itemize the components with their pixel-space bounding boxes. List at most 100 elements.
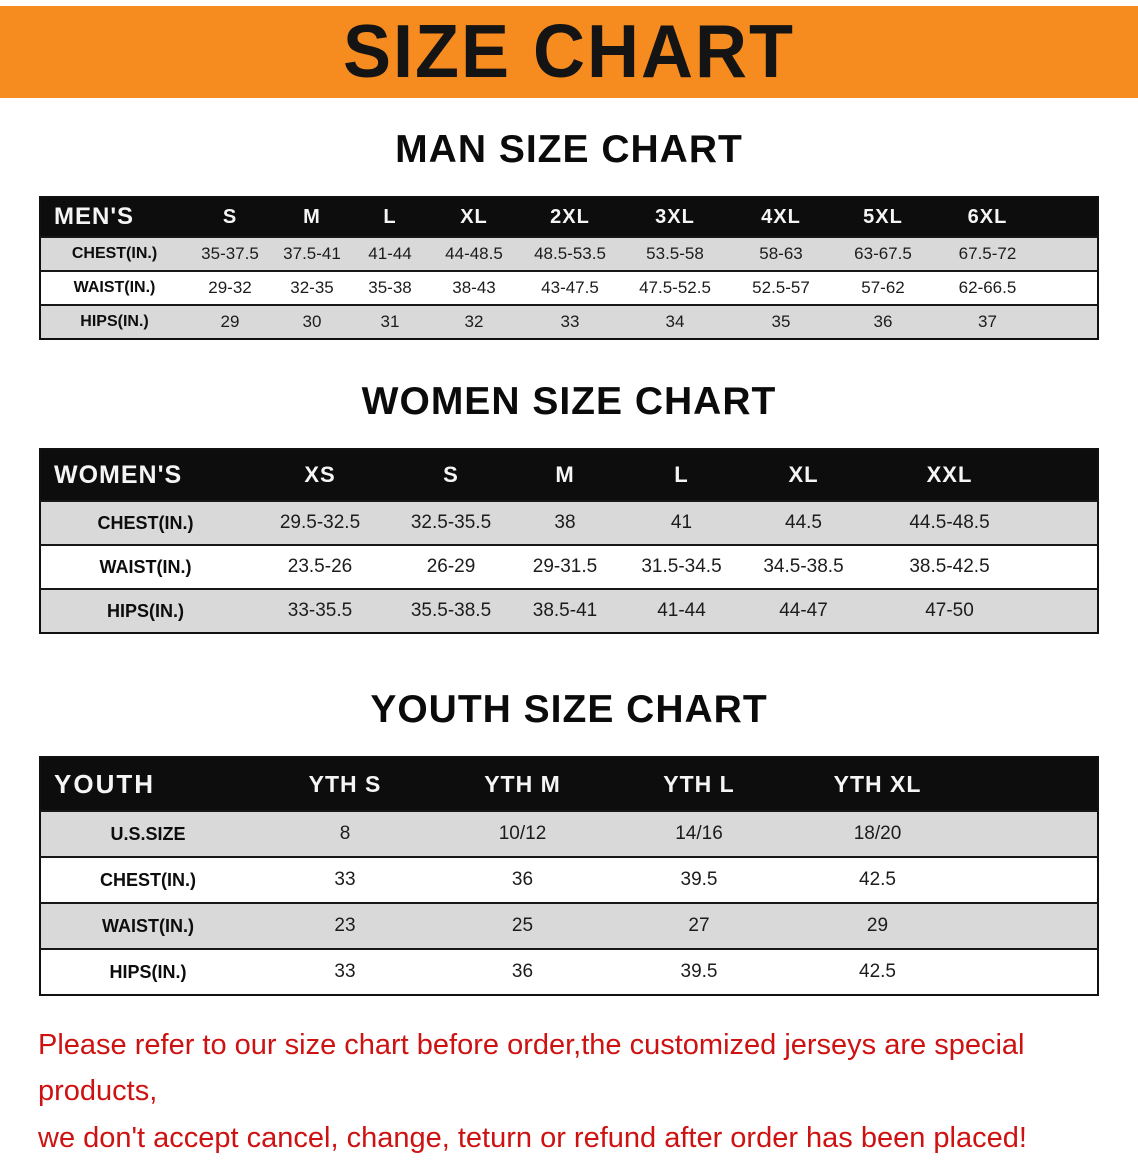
section-women: WOMEN SIZE CHART WOMEN'S XS S M L XL XXL CHEST(… <box>0 380 1138 634</box>
size-value: 47.5-52.5 <box>639 278 711 297</box>
women-size-table: WOMEN'S XS S M L XL XXL CHEST(IN.) 29.5-32.5 32.5… <box>39 448 1099 634</box>
measurement-row: WAIST(IN.) 29-32 32-35 35-38 38-43 43-47.5 47.… <box>40 271 1098 305</box>
size-value: 41 <box>670 512 693 533</box>
women-section-heading: WOMEN SIZE CHART <box>361 380 777 423</box>
size-value: 32.5-35.5 <box>410 512 492 533</box>
size-value: 30 <box>302 312 322 331</box>
row-label: CHEST(IN.) <box>100 869 196 890</box>
youth-section-heading: YOUTH SIZE CHART <box>370 688 768 731</box>
size-value: 35-37.5 <box>201 244 259 263</box>
section-youth: YOUTH SIZE CHART YOUTH YTH S YTH M YTH L YTH… <box>0 688 1138 996</box>
size-value: 25 <box>511 915 534 936</box>
size-value: 57-62 <box>861 278 905 297</box>
size-column-header: 2XL <box>550 205 590 228</box>
size-column-header: YTH L <box>663 770 735 797</box>
size-column-header: S <box>443 462 459 487</box>
table-title-cell: MEN'S <box>54 203 135 230</box>
size-value: 33 <box>334 961 356 982</box>
size-value: 14/16 <box>675 823 723 844</box>
size-column-header: YTH M <box>484 770 561 797</box>
size-value: 39.5 <box>680 869 718 890</box>
row-label: HIPS(IN.) <box>106 600 184 621</box>
size-column-header: S <box>222 205 238 228</box>
size-value: 39.5 <box>680 961 718 982</box>
size-value: 35 <box>771 312 791 331</box>
size-value: 35.5-38.5 <box>410 600 492 621</box>
measurement-row: HIPS(IN.) 33 36 39.5 42.5 <box>40 949 1098 995</box>
size-value: 37 <box>978 312 997 331</box>
size-column-header: YTH S <box>308 770 382 797</box>
size-value: 23 <box>334 915 356 936</box>
row-label: HIPS(IN.) <box>80 313 149 330</box>
size-column-header: XXL <box>926 462 973 487</box>
measurement-row: CHEST(IN.) 29.5-32.5 32.5-35.5 38 41 44.5 44.5… <box>40 501 1098 545</box>
size-value: 44.5 <box>785 512 822 533</box>
size-value: 42.5 <box>859 961 896 982</box>
page-title: SIZE CHART <box>343 10 795 94</box>
size-column-header: L <box>674 462 689 487</box>
size-value: 33-35.5 <box>287 600 353 621</box>
size-value: 41-44 <box>368 244 412 263</box>
measurement-row: CHEST(IN.) 33 36 39.5 42.5 <box>40 857 1098 903</box>
size-value: 31 <box>380 312 400 331</box>
men-size-table: MEN'S S M L XL 2XL 3XL 4XL 5XL 6XL CHEST(IN.) 35-37… <box>39 196 1099 340</box>
row-label: WAIST(IN.) <box>102 915 194 936</box>
size-value: 67.5-72 <box>958 244 1017 263</box>
table-header-row: MEN'S S M L XL 2XL 3XL 4XL 5XL 6XL <box>40 197 1098 237</box>
size-value: 48.5-53.5 <box>534 244 606 263</box>
size-value: 29 <box>866 915 889 936</box>
size-column-header: 3XL <box>655 205 695 228</box>
size-value: 34.5-38.5 <box>763 556 844 577</box>
size-value: 27 <box>688 915 710 936</box>
size-column-header: 5XL <box>863 205 903 228</box>
size-column-header: L <box>383 205 397 228</box>
size-value: 44-47 <box>779 600 828 621</box>
size-value: 32-35 <box>290 278 334 297</box>
size-value: 52.5-57 <box>752 278 810 297</box>
size-value: 18/20 <box>853 823 902 844</box>
size-value: 38 <box>554 512 576 533</box>
size-value: 29.5-32.5 <box>279 512 361 533</box>
size-column-header: YTH XL <box>833 770 922 797</box>
section-men: MAN SIZE CHART MEN'S S M L XL 2XL 3XL 4XL 5XL 6XL… <box>0 128 1138 340</box>
disclaimer-line-2: we don't accept cancel, change, teturn o… <box>38 1121 1027 1154</box>
size-value: 63-67.5 <box>854 244 912 263</box>
size-value: 36 <box>511 869 534 890</box>
row-label: HIPS(IN.) <box>109 961 187 982</box>
size-column-header: 6XL <box>967 205 1008 228</box>
size-value: 23.5-26 <box>287 556 353 577</box>
size-value: 31.5-34.5 <box>641 556 722 577</box>
size-value: 37.5-41 <box>283 244 341 263</box>
disclaimer-note: Please refer to our size chart before or… <box>38 1022 1104 1161</box>
size-value: 41-44 <box>657 600 706 621</box>
size-value: 29 <box>220 312 240 331</box>
size-value: 10/12 <box>498 823 547 844</box>
size-value: 38-43 <box>452 278 496 297</box>
measurement-row: HIPS(IN.) 29 30 31 32 33 34 35 36 37 <box>40 305 1098 339</box>
table-header-row: YOUTH YTH S YTH M YTH L YTH XL <box>40 757 1098 811</box>
size-value: 36 <box>873 312 893 331</box>
table-title-cell: WOMEN'S <box>54 460 183 489</box>
size-value: 53.5-58 <box>646 244 704 263</box>
size-value: 33 <box>334 869 356 890</box>
size-value: 38.5-41 <box>532 600 598 621</box>
row-label: CHEST(IN.) <box>97 512 194 533</box>
size-value: 62-66.5 <box>958 278 1017 297</box>
size-value: 44-48.5 <box>445 244 503 263</box>
size-value: 43-47.5 <box>541 278 599 297</box>
youth-size-table: YOUTH YTH S YTH M YTH L YTH XL U.S.SIZE 8 10/12… <box>39 756 1099 996</box>
row-label: U.S.SIZE <box>110 823 186 844</box>
row-label: WAIST(IN.) <box>99 556 192 577</box>
banner: SIZE CHART <box>0 6 1138 98</box>
size-column-header: M <box>303 205 321 228</box>
size-column-header: 4XL <box>761 205 801 228</box>
measurement-row: WAIST(IN.) 23 25 27 29 <box>40 903 1098 949</box>
size-value: 29-32 <box>208 278 252 297</box>
size-value: 36 <box>511 961 534 982</box>
row-label: CHEST(IN.) <box>71 245 158 262</box>
size-column-header: XL <box>460 205 488 228</box>
size-column-header: M <box>555 462 575 487</box>
size-value: 35-38 <box>368 278 412 297</box>
size-value: 29-31.5 <box>532 556 598 577</box>
size-value: 44.5-48.5 <box>909 512 990 533</box>
